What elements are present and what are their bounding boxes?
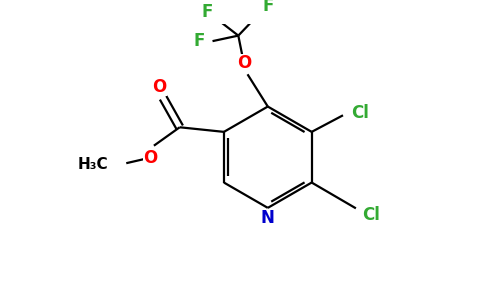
- Text: N: N: [261, 209, 275, 227]
- Text: O: O: [237, 54, 251, 72]
- Text: Cl: Cl: [350, 104, 368, 122]
- Text: F: F: [262, 0, 273, 15]
- Text: O: O: [152, 78, 166, 96]
- Text: F: F: [201, 3, 212, 21]
- Text: O: O: [143, 149, 157, 167]
- Text: H₃C: H₃C: [77, 157, 108, 172]
- Text: Cl: Cl: [362, 206, 379, 224]
- Text: F: F: [194, 32, 205, 50]
